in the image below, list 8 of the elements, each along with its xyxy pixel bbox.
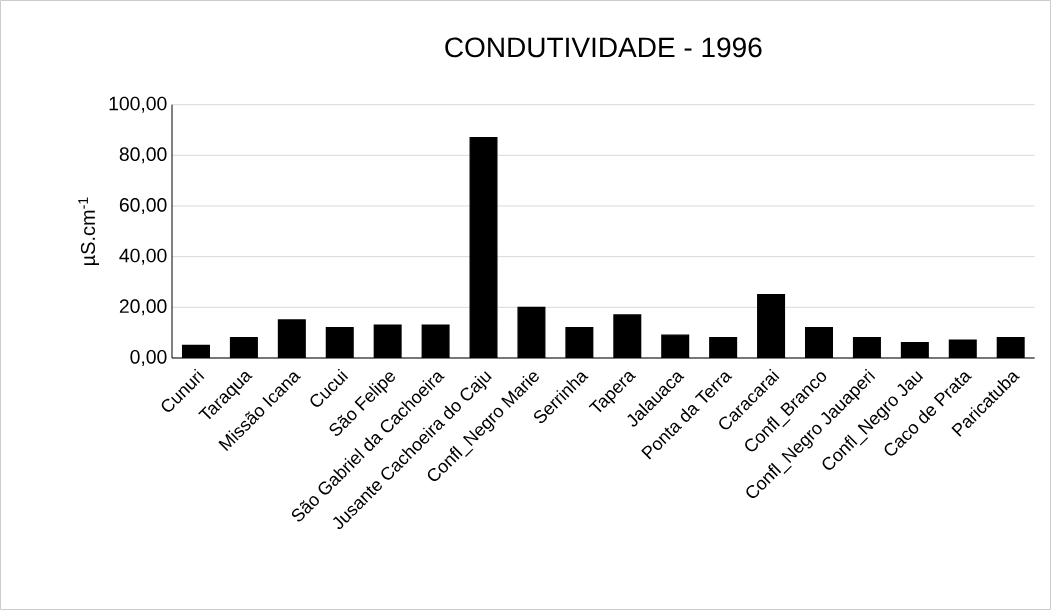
y-tick-label: 20,00 — [119, 299, 167, 316]
y-tick-label: 80,00 — [119, 147, 167, 164]
y-tick-label: 40,00 — [119, 248, 167, 265]
y-axis-title: µS.cm$^{-1}$ — [78, 197, 99, 266]
y-tick-label: 60,00 — [119, 198, 167, 214]
y-tick-label: 100,00 — [109, 96, 167, 113]
chart-title: CONDUTIVIDADE - 1996 — [445, 37, 762, 58]
y-tick-label: 0,00 — [130, 349, 167, 366]
